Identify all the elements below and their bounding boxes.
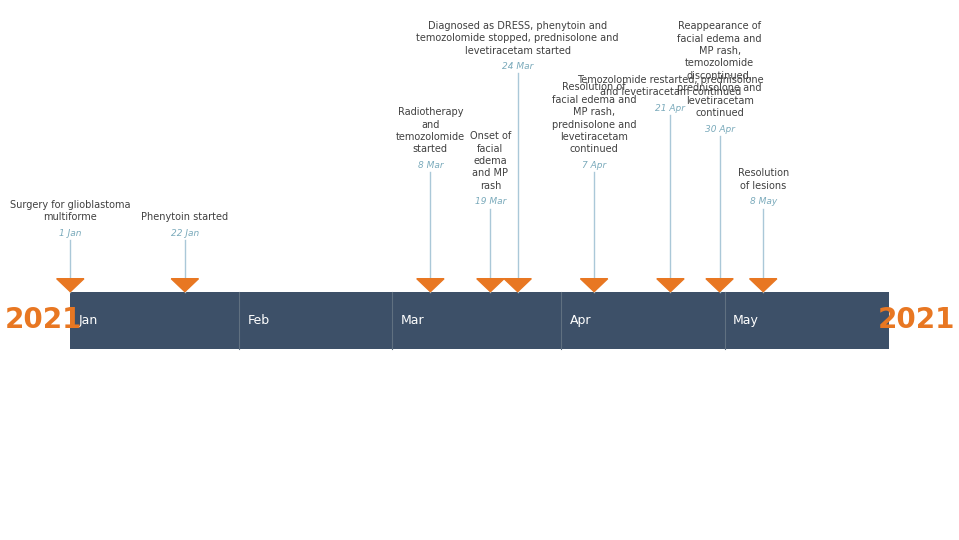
Polygon shape (657, 279, 684, 292)
Text: 21 Apr: 21 Apr (655, 104, 686, 113)
Text: Radiotherapy
and
temozolomide
started: Radiotherapy and temozolomide started (396, 107, 465, 154)
Text: Diagnosed as DRESS, phenytoin and
temozolomide stopped, prednisolone and
levetir: Diagnosed as DRESS, phenytoin and temozo… (416, 21, 619, 56)
Polygon shape (417, 279, 444, 292)
Text: Jan: Jan (79, 314, 98, 327)
Text: 7 Apr: 7 Apr (582, 161, 606, 170)
Text: 2021: 2021 (877, 306, 954, 334)
Text: Phenytoin started: Phenytoin started (141, 212, 228, 222)
Text: Reappearance of
facial edema and
MP rash,
temozolomide
discontinued,
prednisolon: Reappearance of facial edema and MP rash… (677, 21, 761, 118)
Polygon shape (706, 279, 734, 292)
Text: Resolution of
facial edema and
MP rash,
prednisolone and
levetiracetam
continued: Resolution of facial edema and MP rash, … (551, 83, 637, 154)
Polygon shape (580, 279, 608, 292)
Text: 19 Mar: 19 Mar (475, 198, 506, 206)
Polygon shape (172, 279, 199, 292)
Text: 24 Mar: 24 Mar (502, 62, 533, 71)
Text: Apr: Apr (570, 314, 591, 327)
Text: Temozolomide restarted, prednisolone
and levetiracetam continued: Temozolomide restarted, prednisolone and… (577, 75, 763, 97)
Polygon shape (750, 279, 777, 292)
Text: 1 Jan: 1 Jan (59, 228, 82, 238)
Text: 8 May: 8 May (750, 198, 777, 206)
Text: Resolution
of lesions: Resolution of lesions (737, 168, 789, 191)
Polygon shape (477, 279, 504, 292)
Bar (70, 292, 889, 349)
Text: Surgery for glioblastoma
multiforme: Surgery for glioblastoma multiforme (10, 200, 130, 222)
Text: Feb: Feb (247, 314, 269, 327)
Text: 22 Jan: 22 Jan (171, 228, 199, 238)
Text: 30 Apr: 30 Apr (705, 125, 735, 134)
Text: Mar: Mar (401, 314, 424, 327)
Text: 2021: 2021 (5, 306, 82, 334)
Text: May: May (734, 314, 760, 327)
Text: Onset of
facial
edema
and MP
rash: Onset of facial edema and MP rash (470, 131, 511, 191)
Polygon shape (57, 279, 84, 292)
Polygon shape (504, 279, 531, 292)
Text: 8 Mar: 8 Mar (417, 161, 443, 170)
